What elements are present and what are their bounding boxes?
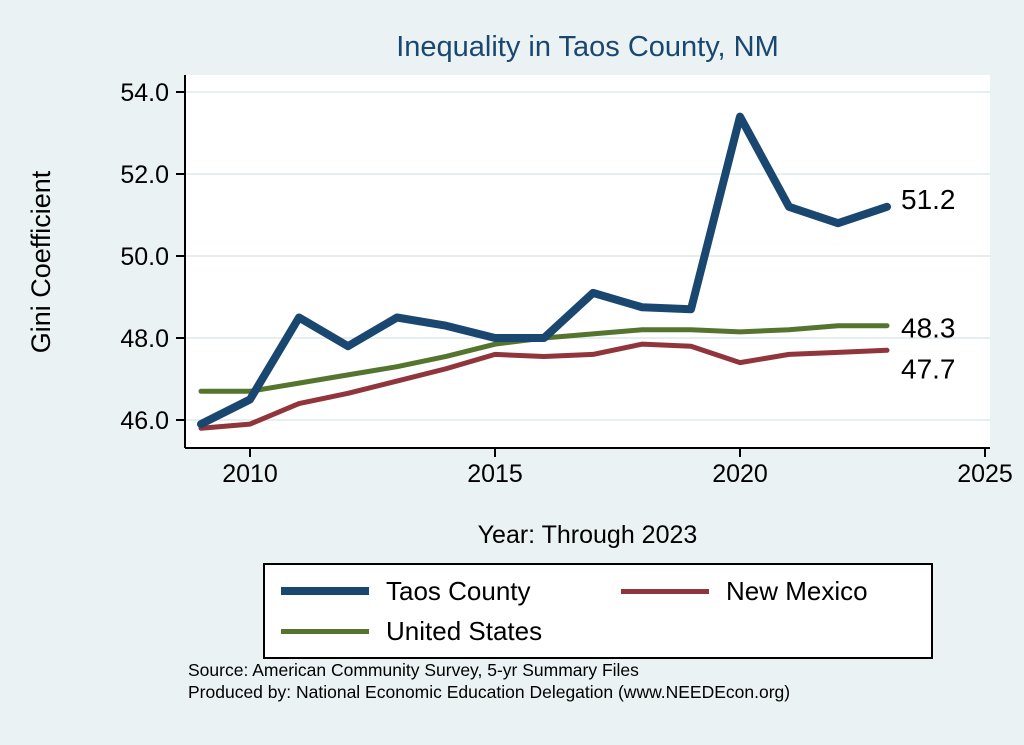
end-label-united-states: 48.3: [901, 313, 956, 344]
legend-label-taos-county: Taos County: [386, 575, 531, 606]
source-note: Source: American Community Survey, 5-yr …: [188, 659, 790, 703]
legend-item-united-states: United States: [281, 612, 621, 650]
y-tick-label: 54.0: [120, 79, 169, 107]
x-tick-label: 2010: [222, 460, 278, 488]
y-tick-label: 52.0: [120, 161, 169, 189]
plot-background: [185, 75, 990, 448]
y-tick-label: 48.0: [120, 325, 169, 353]
x-axis-label: Year: Through 2023: [477, 521, 698, 549]
new-mexico-line-swatch: [621, 588, 709, 594]
end-label-taos-county: 51.2: [901, 184, 956, 215]
end-label-new-mexico: 47.7: [901, 353, 956, 384]
plot-area: 46.0 48.0 50.0 52.0 54.0 2010 2015 2020 2025 51.2…: [120, 75, 1013, 488]
x-tick-label: 2025: [957, 460, 1013, 488]
legend-label-united-states: United States: [386, 615, 543, 646]
x-tick-label: 2020: [712, 460, 768, 488]
chart-title: Inequality in Taos County, NM: [396, 31, 779, 63]
legend-item-new-mexico: New Mexico: [621, 572, 931, 610]
legend: Taos County New Mexico United States: [263, 563, 933, 659]
taos-county-line-swatch: [281, 587, 369, 595]
source-line-2: Produced by: National Economic Education…: [188, 682, 791, 702]
series-line-taos-county: [197, 112, 891, 429]
legend-label-new-mexico: New Mexico: [726, 575, 868, 606]
legend-item-taos-county: Taos County: [281, 572, 621, 610]
y-tick-label: 50.0: [120, 243, 169, 271]
source-line-1: Source: American Community Survey, 5-yr …: [188, 660, 639, 680]
series-line-new-mexico: [198, 341, 890, 431]
united-states-line-swatch: [281, 628, 369, 634]
x-tick-label: 2015: [467, 460, 523, 488]
y-tick-label: 46.0: [120, 407, 169, 435]
